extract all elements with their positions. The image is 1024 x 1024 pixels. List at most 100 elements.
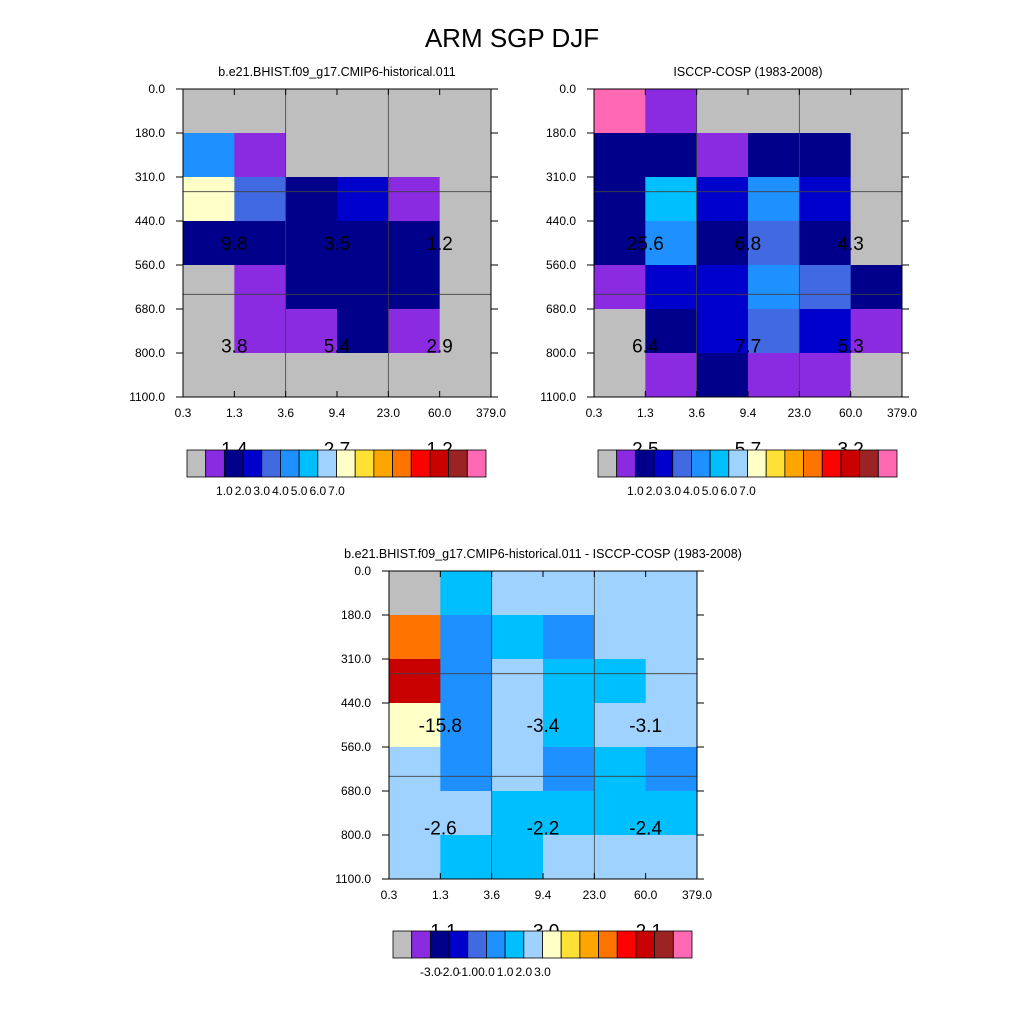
colorbar-swatch xyxy=(747,449,767,478)
heatmap-cell xyxy=(388,309,441,354)
heatmap-cell xyxy=(388,221,441,266)
heatmap-cell xyxy=(850,309,903,354)
x-tick-label: 0.3 xyxy=(175,406,192,420)
heatmap-cell xyxy=(748,221,800,266)
x-tick-label: 23.0 xyxy=(377,406,401,420)
colorbar-swatch xyxy=(392,449,412,478)
y-tick-label: 0.0 xyxy=(148,82,165,96)
figure-title: ARM SGP DJF xyxy=(425,23,599,53)
x-tick-label: 1.3 xyxy=(226,406,243,420)
cell-value-label: 5.3 xyxy=(837,337,863,358)
y-tick-label: 310.0 xyxy=(546,170,576,184)
heatmap-cell xyxy=(748,265,800,310)
colorbar-swatch xyxy=(223,449,244,478)
colorbar-label: 2.0 xyxy=(515,965,532,979)
heatmap-cell xyxy=(850,89,903,134)
x-tick-label: 379.0 xyxy=(476,406,506,420)
colorbar-swatch xyxy=(542,930,562,959)
heatmap-cell xyxy=(594,133,646,178)
heatmap-cell xyxy=(491,835,544,880)
y-tick-label: 310.0 xyxy=(341,652,371,666)
colorbar-swatch xyxy=(373,449,393,478)
heatmap-cell xyxy=(491,747,544,792)
heatmap-cell xyxy=(234,353,287,398)
heatmap-cell xyxy=(748,177,800,222)
heatmap-cell xyxy=(491,615,544,660)
colorbar-swatch xyxy=(728,449,748,478)
heatmap-cell xyxy=(799,89,852,134)
cell-value-label: -2.6 xyxy=(424,819,457,840)
heatmap-cell xyxy=(594,309,646,354)
colorbar-swatch xyxy=(691,449,711,478)
heatmap-cell xyxy=(645,89,698,134)
heatmap-cell xyxy=(799,133,852,178)
heatmap-cell xyxy=(645,133,698,178)
heatmap-cell xyxy=(234,265,287,310)
heatmap-cell xyxy=(337,221,389,266)
heatmap-cell xyxy=(388,89,441,134)
cell-value-label: -2.2 xyxy=(527,819,560,840)
x-tick-label: 60.0 xyxy=(634,888,658,902)
x-tick-label: 0.3 xyxy=(586,406,603,420)
colorbar-swatch xyxy=(877,449,898,478)
colorbar-swatch xyxy=(448,449,468,478)
heatmap-cell xyxy=(183,89,235,134)
heatmap-cell xyxy=(645,221,698,266)
colorbar-swatch xyxy=(579,930,599,959)
y-tick-label: 560.0 xyxy=(546,258,576,272)
heatmap-cell xyxy=(594,265,646,310)
heatmap-cell xyxy=(234,177,287,222)
cell-value-label: 7.7 xyxy=(735,337,761,358)
heatmap-cell xyxy=(439,309,492,354)
heatmap-cell xyxy=(439,89,492,134)
heatmap-cell xyxy=(645,747,698,792)
cell-value-label: 1.2 xyxy=(426,234,452,255)
heatmap-cell xyxy=(543,703,595,748)
heatmap-cell xyxy=(850,221,903,266)
y-tick-label: 800.0 xyxy=(341,828,371,842)
colorbar-swatch xyxy=(803,449,823,478)
colorbar-swatch xyxy=(466,449,487,478)
heatmap-cell xyxy=(337,353,389,398)
colorbar-swatch xyxy=(317,449,337,478)
heatmap-cell xyxy=(748,353,800,398)
heatmap-cell xyxy=(543,615,595,660)
heatmap-cell xyxy=(594,747,647,792)
heatmap-cell xyxy=(645,309,698,354)
y-tick-label: 180.0 xyxy=(546,126,576,140)
panel-title: b.e21.BHIST.f09_g17.CMIP6-historical.011… xyxy=(344,547,742,561)
colorbar-label: 1.0 xyxy=(627,484,644,498)
x-tick-label: 3.6 xyxy=(483,888,500,902)
colorbar-swatch xyxy=(598,930,618,959)
colorbar-label: 7.0 xyxy=(328,484,345,498)
heatmap-cell xyxy=(491,571,544,616)
y-tick-label: 440.0 xyxy=(546,214,576,228)
heatmap-cell xyxy=(440,835,493,880)
heatmap-cell xyxy=(337,133,389,178)
colorbar-swatch xyxy=(821,449,842,478)
cell-value-label: 25.6 xyxy=(627,234,664,255)
colorbar-label: 2.0 xyxy=(235,484,252,498)
colorbar-swatch xyxy=(653,449,674,478)
colorbar-swatch xyxy=(261,449,281,478)
heatmap-cell xyxy=(389,703,441,748)
cell-value-label: 3.8 xyxy=(221,337,247,358)
heatmap-cell xyxy=(594,177,646,222)
heatmap-cell xyxy=(440,747,493,792)
heatmap-cell xyxy=(594,835,647,880)
colorbar-swatch xyxy=(635,930,656,959)
heatmap-cell xyxy=(645,177,698,222)
heatmap-cell xyxy=(491,659,544,704)
heatmap-cell xyxy=(440,615,493,660)
heatmap-cell xyxy=(645,791,698,836)
y-tick-label: 560.0 xyxy=(135,258,165,272)
heatmap-cell xyxy=(234,133,287,178)
heatmap-cell xyxy=(645,353,698,398)
y-tick-label: 680.0 xyxy=(341,784,371,798)
heatmap-cell xyxy=(799,221,852,266)
panel-3: b.e21.BHIST.f09_g17.CMIP6-historical.011… xyxy=(335,547,742,979)
x-tick-label: 1.3 xyxy=(637,406,654,420)
colorbar-label: 1.0 xyxy=(497,965,514,979)
heatmap-cell xyxy=(594,703,647,748)
colorbar-label: 3.0 xyxy=(253,484,270,498)
